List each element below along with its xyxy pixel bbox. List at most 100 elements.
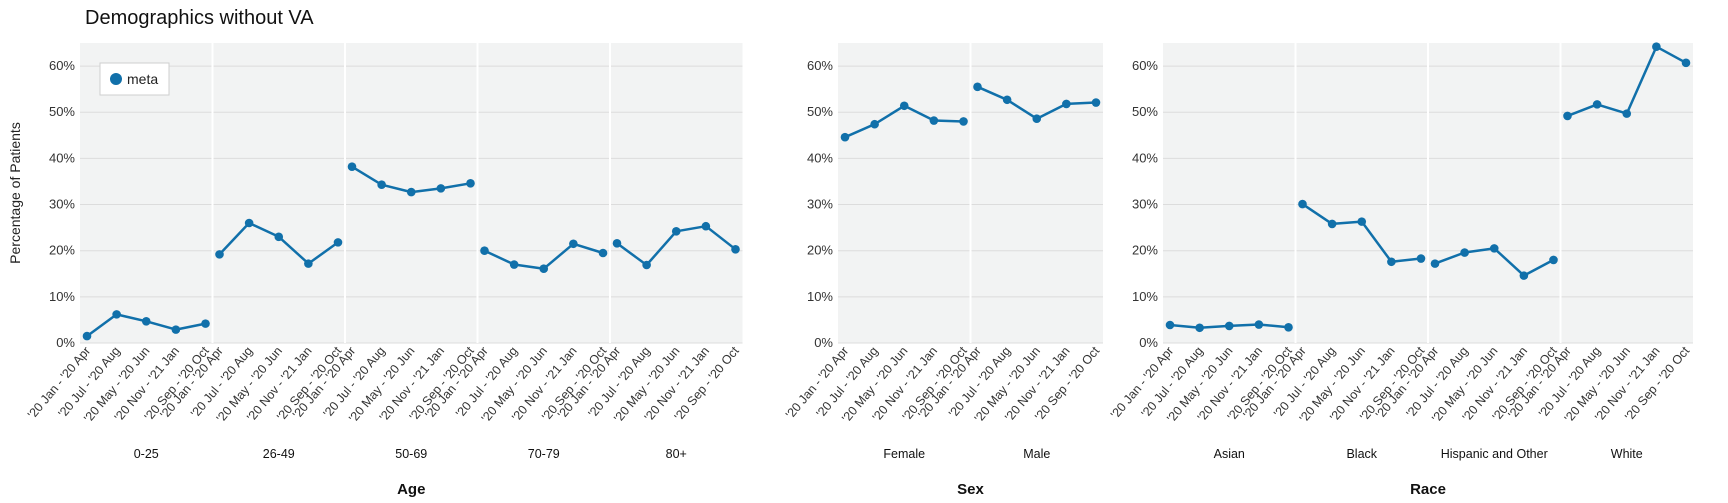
data-point xyxy=(377,180,386,189)
data-point xyxy=(480,246,489,255)
facet-label: Black xyxy=(1346,447,1377,461)
data-point xyxy=(1416,254,1426,263)
y-axis-label: Percentage of Patients xyxy=(7,122,23,264)
data-point xyxy=(466,179,475,188)
data-point xyxy=(1549,255,1558,265)
data-point xyxy=(959,117,968,126)
y-tick-label: 0% xyxy=(814,335,833,350)
y-tick-label: 60% xyxy=(807,58,833,73)
facet-label: White xyxy=(1611,447,1643,461)
data-point xyxy=(436,184,446,193)
y-tick-label: 40% xyxy=(1132,150,1158,165)
panel-sex: 0%10%20%30%40%50%60%'20 Jan - '20 Apr'20… xyxy=(783,43,1103,498)
facet-background xyxy=(611,43,743,343)
data-point xyxy=(840,132,850,142)
data-point xyxy=(509,260,519,269)
y-tick-label: 60% xyxy=(49,58,75,73)
legend-box xyxy=(99,62,170,96)
y-tick-label: 10% xyxy=(807,289,833,304)
data-point xyxy=(1357,217,1367,226)
facet-background xyxy=(1296,43,1428,343)
data-point xyxy=(1195,323,1204,333)
data-point xyxy=(731,245,740,254)
group-label: Sex xyxy=(957,481,984,498)
panel-race: 0%10%20%30%40%50%60%'20 Jan - '20 Apr'20… xyxy=(1108,42,1693,498)
y-tick-label: 40% xyxy=(807,150,833,165)
group-label: Race xyxy=(1410,481,1446,498)
facet-label: Female xyxy=(883,447,925,461)
legend-label: meta xyxy=(127,71,158,87)
y-tick-label: 60% xyxy=(1132,58,1158,73)
data-point xyxy=(1622,109,1632,118)
facet-label: 50-69 xyxy=(395,447,427,461)
y-tick-label: 40% xyxy=(49,150,75,165)
y-tick-label: 20% xyxy=(1132,243,1158,258)
data-point xyxy=(1387,257,1396,267)
chart-panels: 0%10%20%30%40%50%60%'20 Jan - '20 Apr'20… xyxy=(25,42,1693,498)
data-point xyxy=(1165,320,1175,330)
panel-age: 0%10%20%30%40%50%60%'20 Jan - '20 Apr'20… xyxy=(25,43,743,498)
data-point xyxy=(1519,271,1529,280)
data-point xyxy=(274,232,284,242)
y-tick-label: 20% xyxy=(807,243,833,258)
facet-background xyxy=(213,43,345,343)
data-point xyxy=(642,260,651,270)
data-point xyxy=(1091,98,1101,107)
y-tick-label: 30% xyxy=(49,197,75,212)
data-point xyxy=(1224,321,1234,331)
data-point xyxy=(112,310,121,319)
facet-label: 70-79 xyxy=(528,447,560,461)
y-tick-label: 30% xyxy=(1132,197,1158,212)
data-point xyxy=(1430,259,1440,268)
data-point xyxy=(406,187,416,197)
legend-marker xyxy=(110,73,122,85)
y-tick-label: 30% xyxy=(807,197,833,212)
y-tick-label: 20% xyxy=(49,243,75,258)
facet-label: 80+ xyxy=(666,447,687,461)
data-point xyxy=(929,116,939,125)
data-point xyxy=(701,221,711,231)
y-tick-label: 50% xyxy=(807,104,833,119)
data-point xyxy=(1327,219,1337,229)
data-point xyxy=(171,325,181,334)
data-point xyxy=(1563,111,1572,121)
data-point xyxy=(569,239,578,249)
facet-background xyxy=(1429,43,1561,343)
data-point xyxy=(1652,42,1661,51)
facet-background xyxy=(838,43,971,343)
facet-label: Male xyxy=(1023,447,1050,461)
data-point xyxy=(215,250,224,259)
data-point xyxy=(973,82,982,92)
facet-label: 26-49 xyxy=(263,447,295,461)
data-point xyxy=(1284,323,1293,332)
y-tick-label: 0% xyxy=(1139,335,1158,350)
data-point xyxy=(1254,320,1264,329)
data-point xyxy=(870,119,879,129)
data-point xyxy=(141,317,151,326)
data-point xyxy=(1681,58,1691,68)
data-point xyxy=(1460,248,1469,257)
facet-background xyxy=(1561,43,1693,343)
data-point xyxy=(1032,114,1042,123)
data-point xyxy=(1298,199,1307,209)
data-point xyxy=(201,319,210,328)
data-point xyxy=(304,259,313,268)
data-point xyxy=(347,162,357,171)
data-point xyxy=(612,239,622,248)
data-point xyxy=(1002,95,1012,105)
facet-label: Asian xyxy=(1214,447,1245,461)
facet-label: Hispanic and Other xyxy=(1441,447,1548,461)
data-point xyxy=(539,264,549,273)
facet-label: 0-25 xyxy=(134,447,159,461)
data-point xyxy=(598,248,608,258)
data-point xyxy=(671,227,681,236)
data-point xyxy=(244,218,254,228)
y-tick-label: 10% xyxy=(49,289,75,304)
facet-background xyxy=(478,43,610,343)
facet-background xyxy=(971,43,1103,343)
y-tick-label: 10% xyxy=(1132,289,1158,304)
data-point xyxy=(1592,100,1602,109)
data-point xyxy=(899,101,909,111)
y-tick-label: 50% xyxy=(1132,104,1158,119)
